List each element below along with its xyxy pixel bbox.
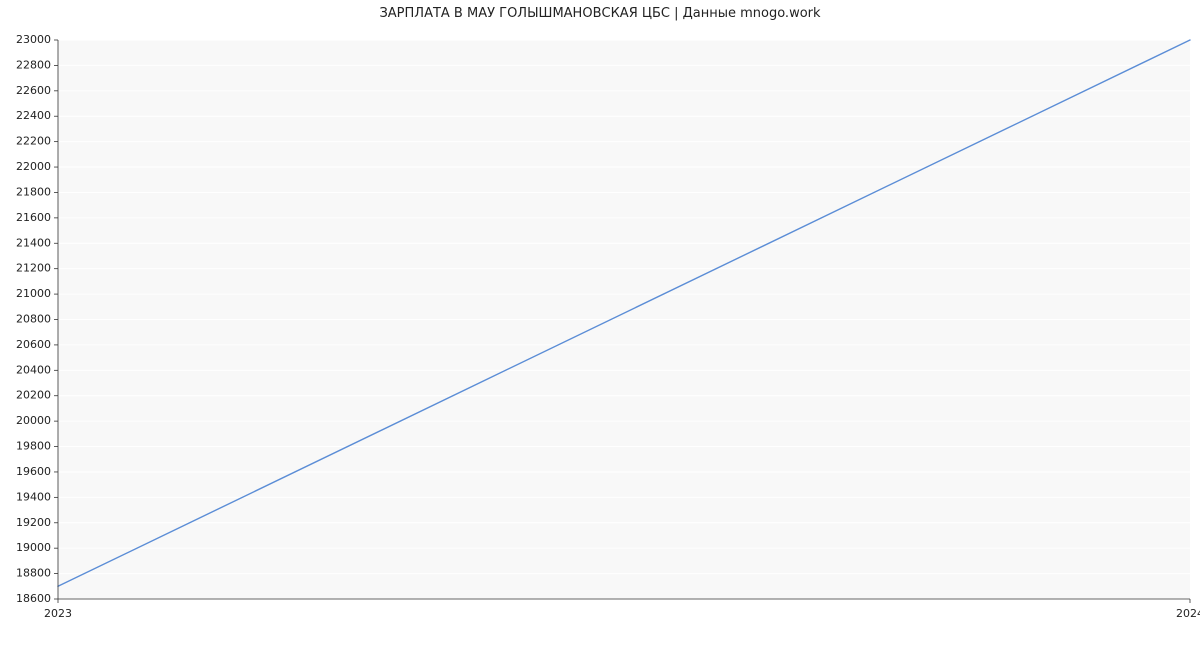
svg-text:19800: 19800 [16,440,51,453]
svg-text:22800: 22800 [16,58,51,71]
svg-text:18800: 18800 [16,567,51,580]
chart-svg: 18600 18800 19000 19200 19400 19600 19800 20000… [0,0,1200,650]
svg-text:19400: 19400 [16,490,51,503]
svg-text:19000: 19000 [16,541,51,554]
svg-text:22400: 22400 [16,109,51,122]
chart-title: ЗАРПЛАТА В МАУ ГОЛЫШМАНОВСКАЯ ЦБС | Данн… [0,6,1200,21]
svg-text:19200: 19200 [16,516,51,529]
svg-text:22000: 22000 [16,160,51,173]
svg-text:2023: 2023 [44,607,72,620]
svg-text:20600: 20600 [16,338,51,351]
svg-text:21400: 21400 [16,236,51,249]
svg-text:21600: 21600 [16,211,51,224]
svg-text:20800: 20800 [16,313,51,326]
svg-text:23000: 23000 [16,33,51,46]
svg-text:2024: 2024 [1176,607,1200,620]
svg-text:22200: 22200 [16,135,51,148]
svg-text:21800: 21800 [16,185,51,198]
svg-text:20000: 20000 [16,414,51,427]
svg-text:19600: 19600 [16,465,51,478]
svg-text:18600: 18600 [16,592,51,605]
svg-text:20400: 20400 [16,363,51,376]
svg-text:21200: 21200 [16,262,51,275]
svg-text:20200: 20200 [16,389,51,402]
svg-text:22600: 22600 [16,84,51,97]
svg-text:21000: 21000 [16,287,51,300]
salary-line-chart: ЗАРПЛАТА В МАУ ГОЛЫШМАНОВСКАЯ ЦБС | Данн… [0,0,1200,650]
